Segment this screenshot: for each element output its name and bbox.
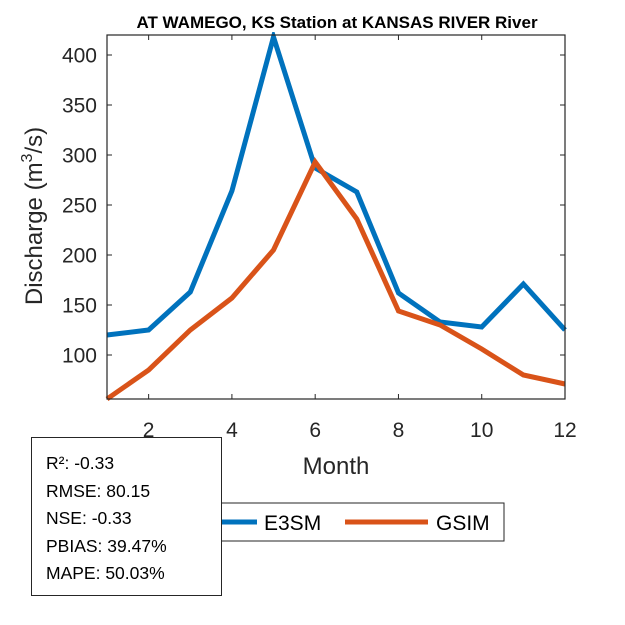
x-axis-label: Month <box>303 453 370 480</box>
y-axis-label-main: Discharge (m <box>21 162 48 305</box>
legend-label-gsim: GSIM <box>436 512 490 535</box>
y-axis-label-sup: 3 <box>19 153 36 162</box>
stat-pbias: PBIAS: 39.47% <box>46 535 167 556</box>
y-tick-label-250: 250 <box>62 195 97 218</box>
axes-box <box>106 34 566 400</box>
y-axis-label-tail: /s) <box>21 127 48 154</box>
y-tick-label-350: 350 <box>62 95 97 118</box>
series-line-gsim <box>105 157 566 402</box>
stat-rmse: RMSE: 80.15 <box>46 480 151 501</box>
stats-box: R²: -0.33 RMSE: 80.15 NSE: -0.33 PBIAS: … <box>31 437 222 596</box>
y-axis-label: Discharge (m3/s) <box>19 127 48 305</box>
x-tick-label-2: 2 <box>143 419 155 442</box>
chart-title: AT WAMEGO, KS Station at KANSAS RIVER Ri… <box>136 13 538 32</box>
plot-area <box>105 32 567 402</box>
y-tick-label-200: 200 <box>62 245 97 268</box>
x-tick-label-6: 6 <box>309 419 321 442</box>
y-tick-label-400: 400 <box>62 45 97 68</box>
stat-nse: NSE: -0.33 <box>46 508 132 528</box>
y-tick-label-150: 150 <box>62 295 97 318</box>
x-tick-label-10: 10 <box>470 419 493 442</box>
x-tick-label-12: 12 <box>553 419 576 442</box>
y-tick-label-100: 100 <box>62 345 97 368</box>
y-tick-label-300: 300 <box>62 145 97 168</box>
stat-mape: MAPE: 50.03% <box>46 563 165 583</box>
x-tick-label-4: 4 <box>226 419 238 442</box>
stat-r2: R²: -0.33 <box>46 453 115 473</box>
series-line-e3sm <box>106 32 567 338</box>
axes: 2 4 6 8 10 12 100 150 200 250 300 350 400 <box>62 34 577 442</box>
x-tick-label-8: 8 <box>393 419 405 442</box>
legend-label-e3sm: E3SM <box>264 512 321 535</box>
